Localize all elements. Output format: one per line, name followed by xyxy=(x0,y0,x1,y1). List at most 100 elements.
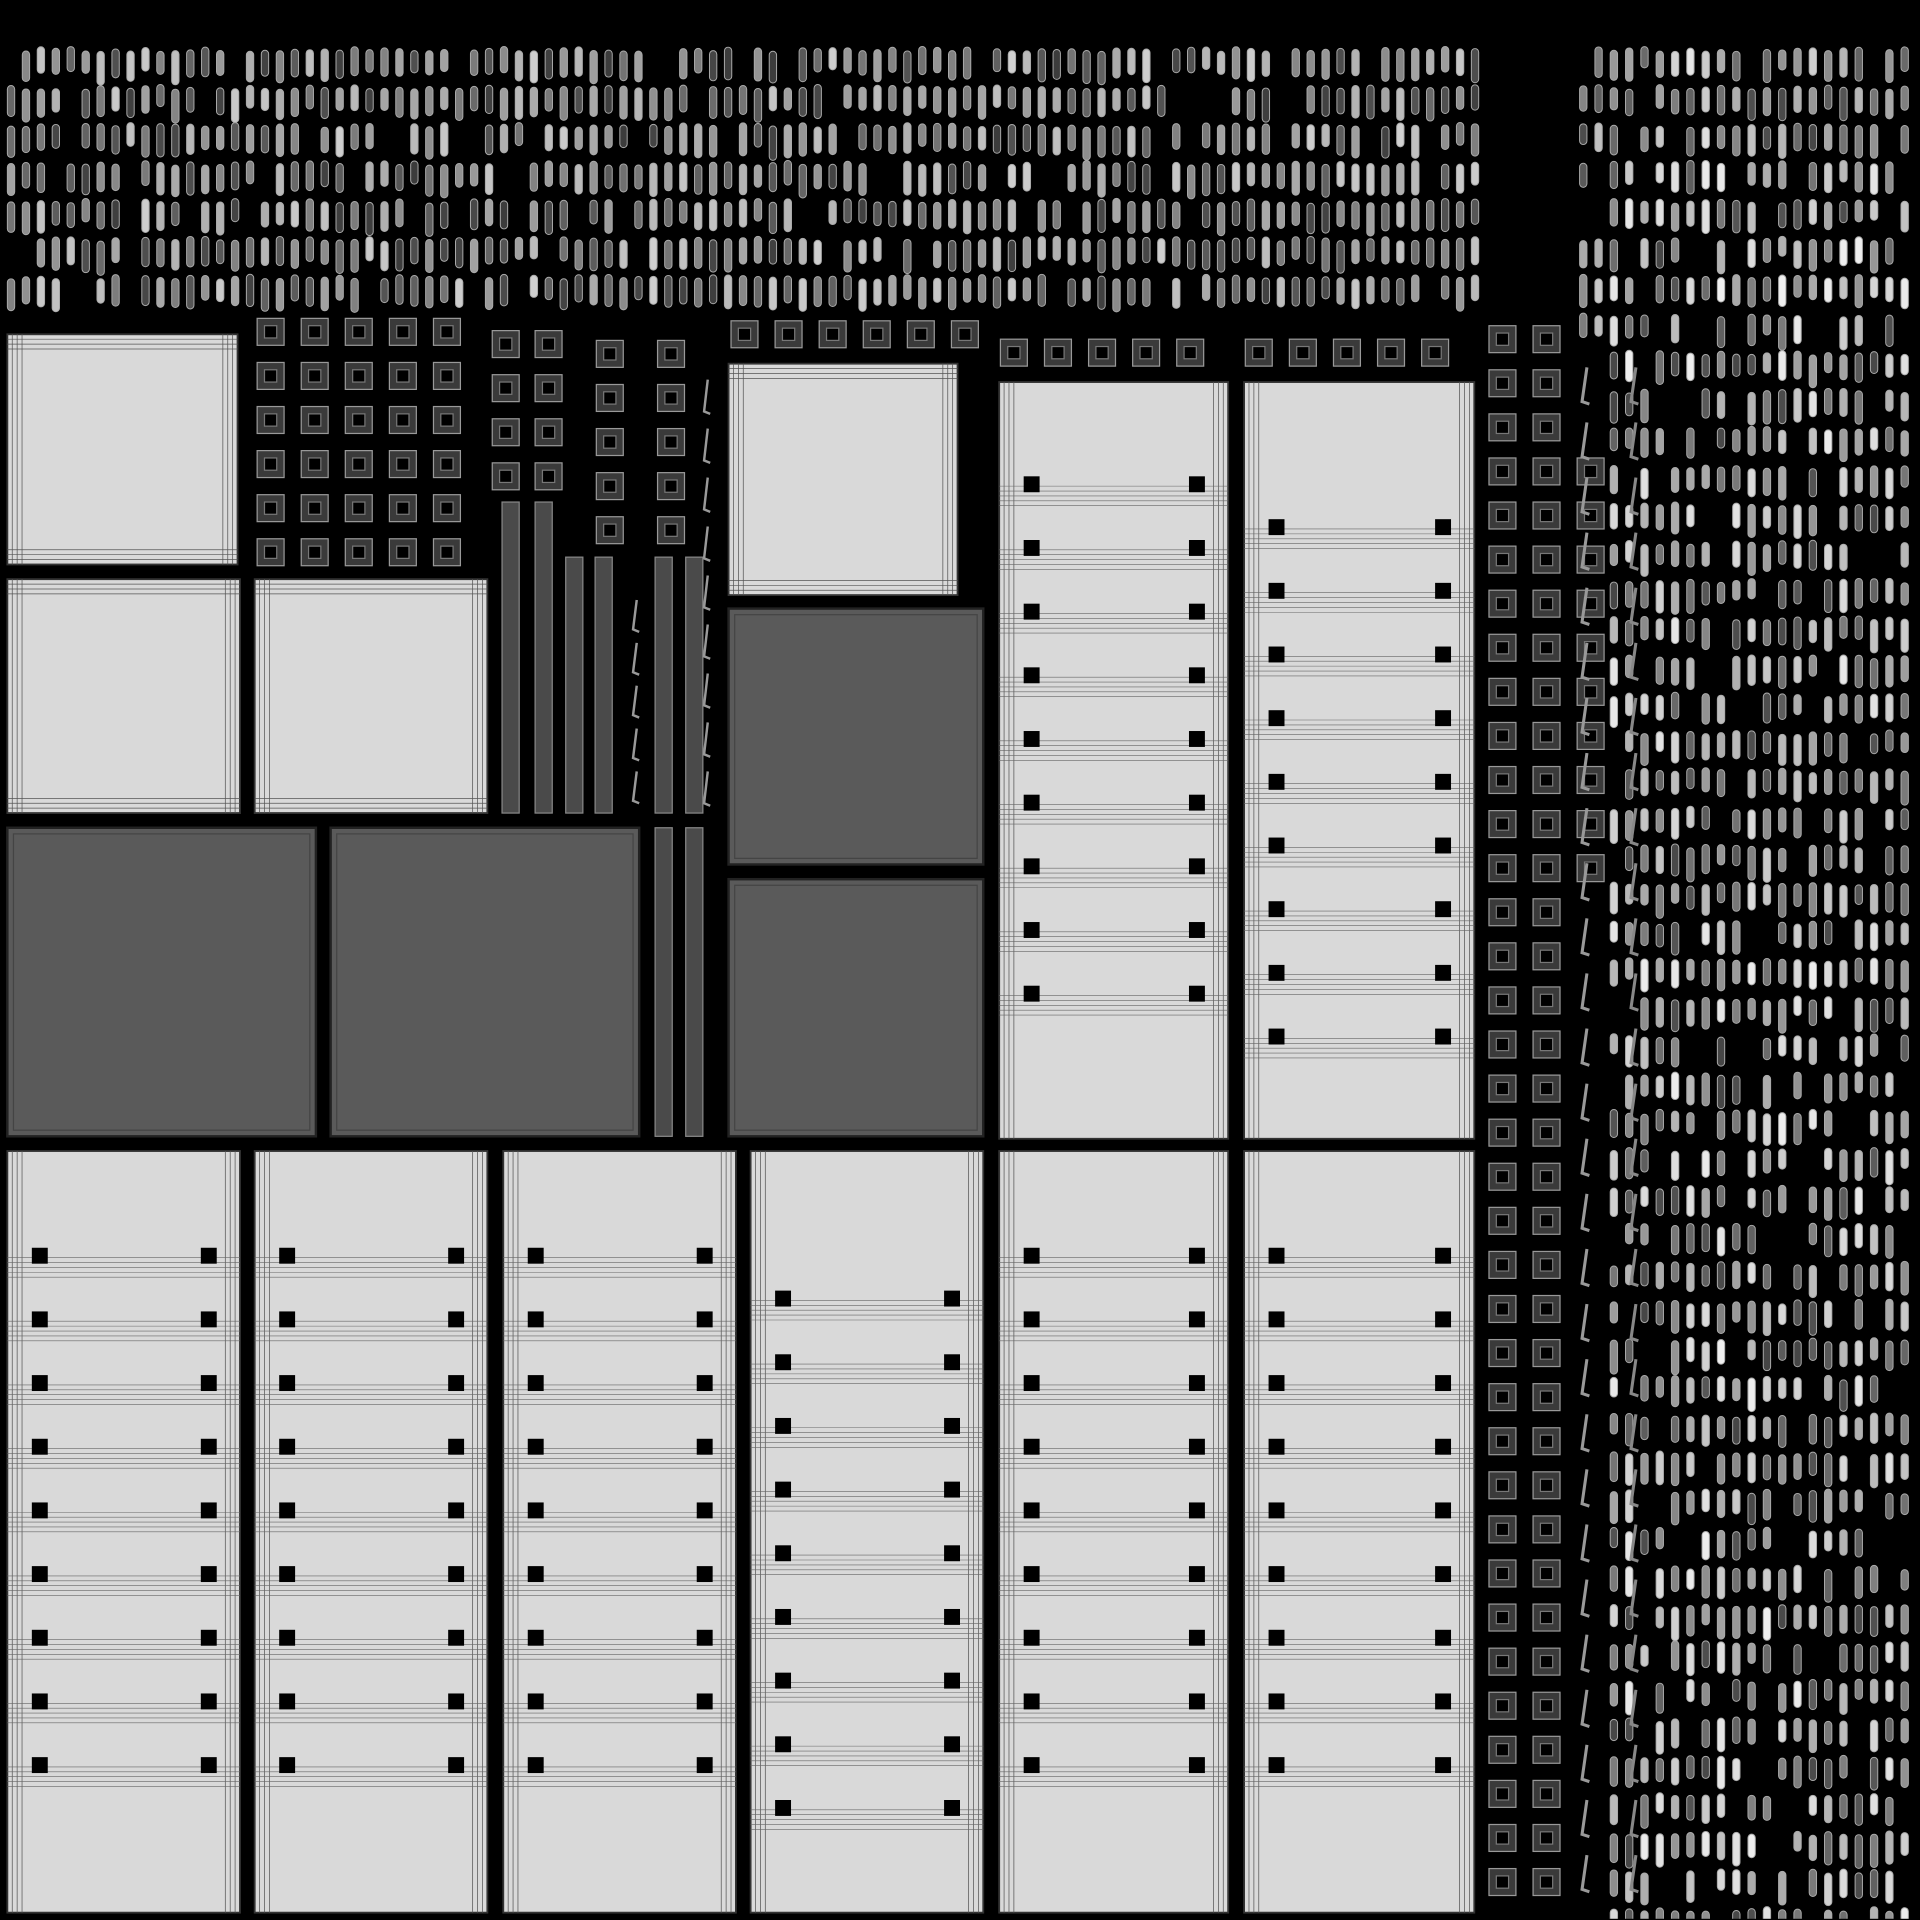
pill xyxy=(1216,202,1226,237)
pill xyxy=(1670,351,1680,377)
pill xyxy=(484,47,494,75)
pill xyxy=(290,87,300,118)
pill xyxy=(1609,1187,1619,1218)
pill xyxy=(1655,1261,1664,1290)
hook xyxy=(702,575,711,611)
pill xyxy=(1762,768,1772,793)
pill xyxy=(1640,314,1649,338)
pill xyxy=(1854,1035,1863,1068)
square-hole xyxy=(958,327,972,342)
pill xyxy=(1854,957,1863,983)
pill xyxy=(425,126,434,160)
pill xyxy=(1885,1225,1894,1259)
pill xyxy=(201,201,210,234)
pill xyxy=(1808,124,1818,151)
pill xyxy=(1686,1568,1695,1590)
hook xyxy=(1580,918,1590,957)
hole xyxy=(31,1311,48,1328)
pill xyxy=(798,277,807,312)
pill xyxy=(1231,237,1241,264)
pill xyxy=(1716,162,1726,193)
hook xyxy=(1629,587,1639,626)
pill xyxy=(1351,125,1360,159)
pill xyxy=(1625,957,1634,980)
pill xyxy=(1640,543,1649,577)
pill xyxy=(1808,1834,1818,1862)
pill xyxy=(1609,239,1619,273)
pill xyxy=(1900,1641,1909,1672)
pill xyxy=(1762,999,1772,1027)
pill xyxy=(1022,161,1032,192)
pill xyxy=(1869,163,1879,196)
strip xyxy=(534,501,553,814)
pill xyxy=(96,201,105,230)
hook xyxy=(631,642,640,676)
hole xyxy=(1435,901,1452,918)
pill xyxy=(1793,240,1802,269)
pill xyxy=(1366,84,1375,120)
pill xyxy=(1172,236,1181,267)
pill xyxy=(1808,539,1818,571)
square-hole xyxy=(1539,861,1554,875)
pill xyxy=(1670,1606,1680,1642)
pill xyxy=(1640,427,1649,458)
pill xyxy=(1747,353,1756,376)
pill xyxy=(768,125,778,161)
hole xyxy=(527,1375,544,1392)
pill xyxy=(1321,237,1330,273)
pill xyxy=(1778,693,1787,721)
hole xyxy=(1435,519,1452,536)
hole xyxy=(279,1629,296,1646)
pill xyxy=(1701,693,1710,725)
pill xyxy=(1670,731,1680,764)
pill xyxy=(1640,1529,1649,1556)
pill xyxy=(1670,581,1680,615)
pill xyxy=(1854,390,1863,425)
hole xyxy=(1435,582,1452,599)
pill xyxy=(1670,161,1680,193)
pill xyxy=(51,47,60,75)
pill xyxy=(1291,201,1300,227)
pill xyxy=(1793,1717,1802,1742)
pill xyxy=(1824,1678,1833,1701)
pill xyxy=(484,163,494,196)
pill xyxy=(1670,883,1680,904)
pill xyxy=(1470,84,1480,111)
pill xyxy=(1067,163,1076,193)
pill xyxy=(1366,163,1375,196)
pill xyxy=(723,274,733,310)
pill xyxy=(1701,843,1710,875)
pill xyxy=(1655,1758,1664,1783)
square-hole xyxy=(1539,817,1554,831)
hook xyxy=(1629,477,1639,516)
pill xyxy=(1900,200,1909,233)
pill xyxy=(1701,276,1710,301)
pill xyxy=(1854,694,1863,724)
dark-panel xyxy=(329,826,641,1138)
pill xyxy=(290,238,300,269)
pill xyxy=(1701,1794,1710,1825)
pill xyxy=(589,199,598,225)
pill xyxy=(947,276,957,311)
pill xyxy=(783,275,793,304)
square-hole xyxy=(1539,508,1554,523)
pill xyxy=(1885,88,1894,120)
hole xyxy=(448,1311,465,1328)
pill xyxy=(1366,238,1375,262)
pill xyxy=(290,123,300,155)
dark-panel-inset xyxy=(734,884,978,1131)
pill xyxy=(1885,1641,1894,1664)
pill xyxy=(1854,768,1863,793)
hole xyxy=(944,1800,960,1816)
pill xyxy=(1655,544,1664,565)
pill xyxy=(1793,1071,1802,1100)
pill xyxy=(1640,1149,1649,1173)
pill xyxy=(1640,502,1649,529)
pill xyxy=(962,239,972,274)
square-hole xyxy=(498,469,513,484)
pill xyxy=(1732,844,1741,867)
pill xyxy=(1885,729,1894,752)
pill xyxy=(1640,388,1649,424)
square-hole xyxy=(1495,1698,1510,1713)
pill xyxy=(1625,1189,1634,1214)
